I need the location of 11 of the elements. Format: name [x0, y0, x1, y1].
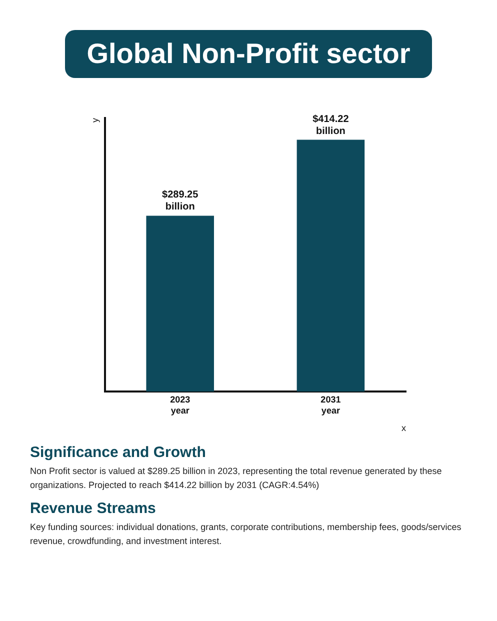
chart-title: Global Non-Profit sector: [64, 30, 432, 78]
y-axis-title: y: [90, 118, 100, 122]
text: Non Profit sector is valued at $289.25 billion in 2023, representing the total revenue generated by these organizations. Projected to reach $414.22 billion by 2031 (CAGR:4.54%): [30, 465, 443, 492]
x-tick-label: 2023 year: [170, 394, 190, 416]
text: Key funding sources: individual donations, grants, corporate contributions, membership fees, goods/services revenue, crowdfunding, and investment interest.: [30, 521, 462, 548]
text: Significance and Growth: [30, 444, 207, 461]
x-tick-label: 2031 year: [320, 394, 341, 416]
data-label: $289.25 billion: [162, 190, 199, 213]
text: Revenue Streams: [30, 500, 157, 517]
x-axis-title: x: [402, 423, 406, 434]
data-label: $414.22 billion: [312, 114, 350, 137]
